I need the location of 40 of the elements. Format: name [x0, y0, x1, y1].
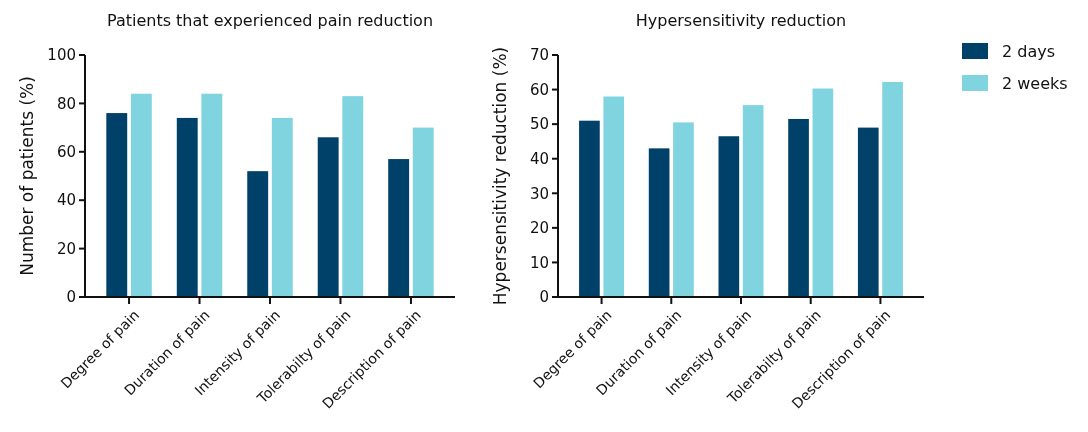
- bar: [788, 118, 809, 297]
- bar: [130, 93, 152, 297]
- bar: [882, 81, 903, 297]
- y-tick-label: 20: [56, 239, 76, 258]
- y-tick-label: 30: [529, 184, 549, 203]
- y-tick-label: 10: [529, 253, 549, 272]
- y-tick-label: 50: [529, 115, 549, 134]
- bar: [271, 117, 293, 297]
- bar: [176, 117, 198, 297]
- bar: [603, 96, 625, 297]
- bar: [579, 120, 600, 297]
- y-tick-label: 0: [539, 288, 549, 307]
- bar: [317, 137, 339, 297]
- y-tick-label: 100: [47, 46, 76, 65]
- bar: [742, 105, 764, 297]
- bar: [342, 96, 364, 297]
- bar: [718, 136, 740, 297]
- bar: [412, 127, 434, 297]
- bar: [673, 122, 694, 297]
- bar: [812, 88, 834, 297]
- y-tick-label: 40: [529, 149, 549, 168]
- chart-title: Patients that experienced pain reduction: [106, 11, 434, 30]
- y-tick-label: 70: [529, 46, 549, 65]
- bar: [648, 148, 670, 297]
- chart-title: Hypersensitivity reduction: [635, 11, 847, 30]
- legend-label: 2 weeks: [1002, 73, 1068, 93]
- y-axis-title: Number of patients (%): [17, 76, 37, 276]
- bar: [106, 113, 128, 297]
- bar: [247, 171, 269, 297]
- bar: [857, 127, 879, 297]
- y-tick-label: 20: [529, 219, 549, 238]
- y-tick-label: 0: [66, 288, 76, 307]
- y-tick-label: 80: [56, 94, 76, 113]
- y-axis-title: Hypersensitivity reduction (%): [490, 46, 510, 306]
- legend-label: 2 days: [1002, 41, 1056, 61]
- y-tick-label: 60: [56, 143, 76, 162]
- y-tick-label: 60: [529, 80, 549, 99]
- bar: [388, 159, 410, 297]
- y-tick-label: 40: [56, 191, 76, 210]
- bar: [201, 93, 223, 297]
